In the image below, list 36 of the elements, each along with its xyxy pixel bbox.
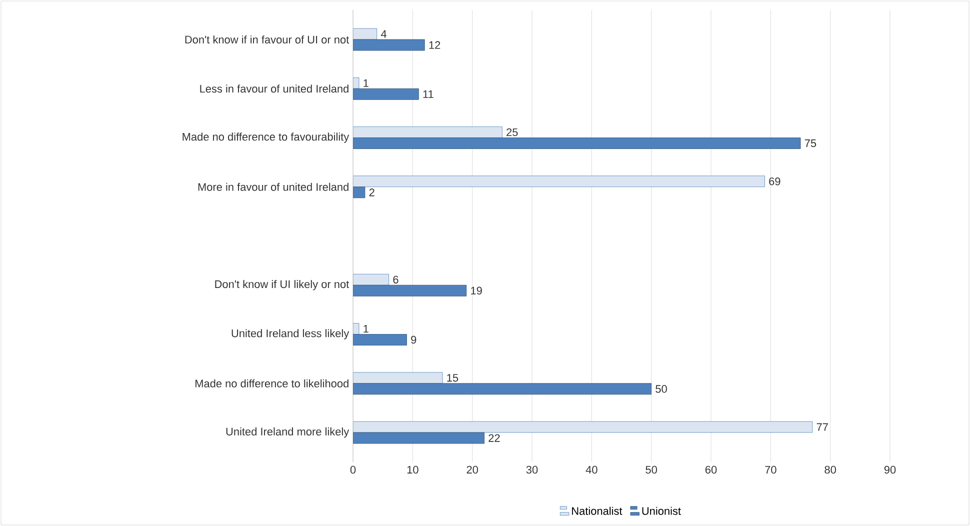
data-label: 19 — [471, 286, 482, 295]
data-label: 2 — [369, 188, 374, 196]
x-tick-label: 90 — [884, 466, 896, 474]
data-label: 15 — [447, 374, 458, 382]
y-tick-label: Less in favour of united Ireland — [200, 84, 348, 93]
data-label: 50 — [656, 385, 667, 393]
data-label: 9 — [411, 336, 416, 344]
x-tick-label: 20 — [466, 466, 478, 474]
data-label: 1 — [364, 324, 368, 333]
x-tick-label: 40 — [586, 466, 598, 474]
x-tick-label: 60 — [705, 466, 717, 474]
data-label: 25 — [506, 128, 518, 136]
data-label: 75 — [804, 139, 816, 148]
x-tick-label: 70 — [765, 466, 776, 474]
data-label: 11 — [423, 90, 434, 98]
data-label: 69 — [769, 178, 780, 186]
data-label: 22 — [488, 434, 500, 442]
y-tick-label: Made no difference to favourability — [182, 132, 350, 143]
x-tick-label: 50 — [646, 466, 657, 474]
y-tick-label: United Ireland less likely — [232, 329, 350, 340]
data-label: 77 — [816, 423, 828, 431]
y-tick-label: More in favour of united Ireland — [198, 182, 348, 191]
legend-label: Unionist — [642, 506, 681, 515]
y-tick-label: Don't know if UI likely or not — [215, 280, 350, 290]
y-tick-label: Made no difference to likelihood — [196, 379, 348, 388]
y-tick-label: United Ireland more likely — [226, 427, 350, 438]
data-label: 6 — [393, 276, 398, 284]
x-tick-label: 30 — [526, 466, 538, 474]
data-label: 4 — [380, 30, 386, 38]
data-label: 1 — [364, 79, 368, 87]
x-tick-label: 10 — [407, 466, 418, 474]
x-tick-label: 0 — [350, 466, 356, 474]
legend-label: Nationalist — [572, 506, 622, 515]
y-tick-label: Don't know if in favour of UI or not — [185, 35, 350, 44]
x-tick-label: 80 — [824, 466, 836, 474]
data-label: 12 — [429, 41, 440, 49]
